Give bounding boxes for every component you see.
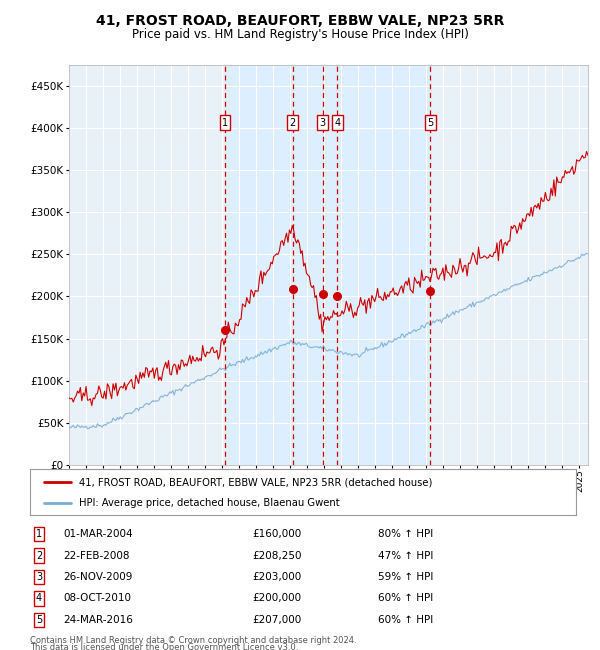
Bar	[225, 65, 430, 465]
Text: 41, FROST ROAD, BEAUFORT, EBBW VALE, NP23 5RR (detached house): 41, FROST ROAD, BEAUFORT, EBBW VALE, NP2…	[79, 477, 433, 487]
Text: 1: 1	[222, 118, 228, 127]
Text: This data is licensed under the Open Government Licence v3.0.: This data is licensed under the Open Gov…	[30, 644, 298, 650]
Text: 4: 4	[36, 593, 42, 603]
Text: 41, FROST ROAD, BEAUFORT, EBBW VALE, NP23 5RR: 41, FROST ROAD, BEAUFORT, EBBW VALE, NP2…	[96, 14, 504, 29]
Text: 3: 3	[36, 572, 42, 582]
Text: 5: 5	[427, 118, 433, 127]
Text: 2: 2	[289, 118, 296, 127]
Text: 3: 3	[319, 118, 326, 127]
Text: £160,000: £160,000	[252, 529, 301, 539]
Text: 24-MAR-2016: 24-MAR-2016	[63, 615, 133, 625]
Text: 60% ↑ HPI: 60% ↑ HPI	[378, 593, 433, 603]
Text: HPI: Average price, detached house, Blaenau Gwent: HPI: Average price, detached house, Blae…	[79, 499, 340, 508]
Text: 22-FEB-2008: 22-FEB-2008	[63, 551, 130, 560]
Text: £208,250: £208,250	[252, 551, 302, 560]
Text: 60% ↑ HPI: 60% ↑ HPI	[378, 615, 433, 625]
Text: 59% ↑ HPI: 59% ↑ HPI	[378, 572, 433, 582]
Text: 2: 2	[36, 551, 42, 560]
Text: 1: 1	[36, 529, 42, 539]
Text: 26-NOV-2009: 26-NOV-2009	[63, 572, 133, 582]
Text: 01-MAR-2004: 01-MAR-2004	[63, 529, 133, 539]
Text: 5: 5	[36, 615, 42, 625]
Text: £200,000: £200,000	[252, 593, 301, 603]
Text: £207,000: £207,000	[252, 615, 301, 625]
Text: Contains HM Land Registry data © Crown copyright and database right 2024.: Contains HM Land Registry data © Crown c…	[30, 636, 356, 645]
Text: 4: 4	[334, 118, 340, 127]
Text: Price paid vs. HM Land Registry's House Price Index (HPI): Price paid vs. HM Land Registry's House …	[131, 28, 469, 41]
Text: 47% ↑ HPI: 47% ↑ HPI	[378, 551, 433, 560]
Text: 80% ↑ HPI: 80% ↑ HPI	[378, 529, 433, 539]
Text: 08-OCT-2010: 08-OCT-2010	[63, 593, 131, 603]
Text: £203,000: £203,000	[252, 572, 301, 582]
